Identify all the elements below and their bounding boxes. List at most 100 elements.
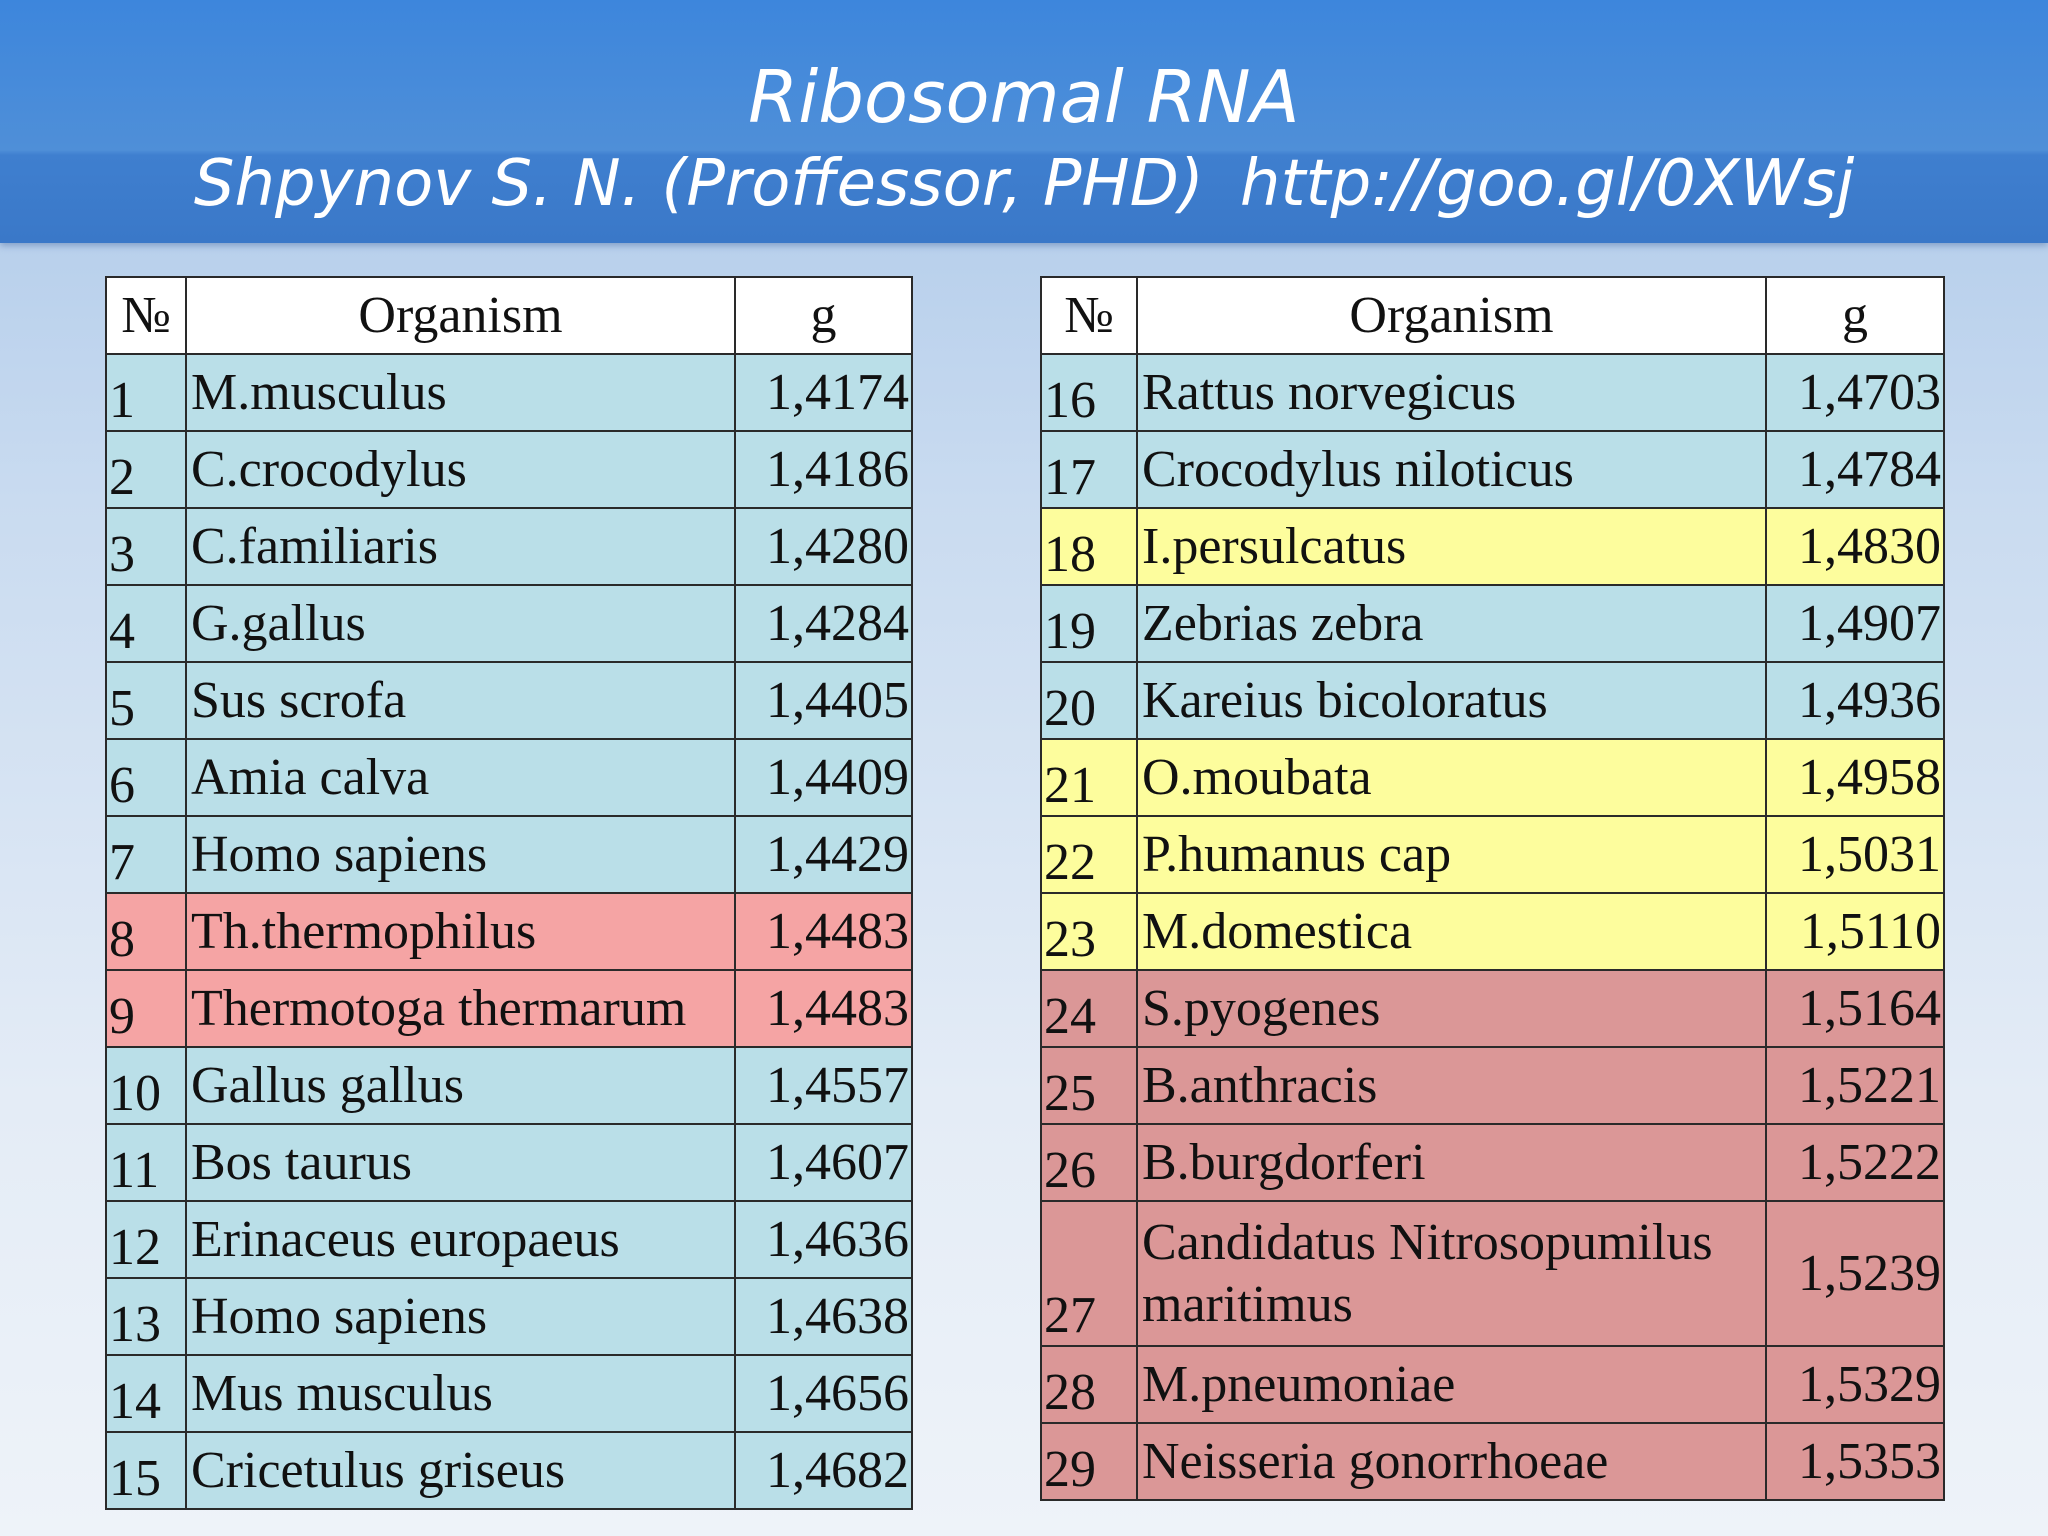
slide-title: Ribosomal RNA	[748, 55, 1300, 139]
row-number: 9	[105, 969, 187, 1048]
row-number: 21	[1040, 738, 1138, 817]
g-value: 1,4174	[734, 353, 913, 432]
header-row: № Organism g	[105, 276, 913, 355]
row-number: 10	[105, 1046, 187, 1125]
table-row: 7 Homo sapiens 1,4429	[105, 815, 913, 894]
g-value: 1,4483	[734, 969, 913, 1048]
organism-name: B.burgdorferi	[1136, 1123, 1767, 1202]
organism-name: G.gallus	[185, 584, 736, 663]
organism-name: Neisseria gonorrhoeae	[1136, 1422, 1767, 1501]
organism-name: Cricetulus griseus	[185, 1431, 736, 1510]
table-row: 12 Erinaceus europaeus 1,4636	[105, 1200, 913, 1279]
column-header-g: g	[1765, 276, 1945, 355]
row-number: 17	[1040, 430, 1138, 509]
row-number: 6	[105, 738, 187, 817]
row-number: 3	[105, 507, 187, 586]
table-row: 5 Sus scrofa 1,4405	[105, 661, 913, 740]
table-row: 15 Cricetulus griseus 1,4682	[105, 1431, 913, 1510]
organism-name: Amia calva	[185, 738, 736, 817]
row-number: 29	[1040, 1422, 1138, 1501]
table-row: 1 M.musculus 1,4174	[105, 353, 913, 432]
g-value: 1,5110	[1765, 892, 1945, 971]
title-banner: Ribosomal RNA Shpynov S. N. (Proffessor,…	[0, 0, 2048, 243]
table-row: 23 M.domestica 1,5110	[1040, 892, 1945, 971]
organism-name: Homo sapiens	[185, 815, 736, 894]
author-text: Shpynov S. N. (Proffessor, PHD)	[193, 147, 1204, 221]
column-header-g: g	[734, 276, 913, 355]
g-value: 1,5031	[1765, 815, 1945, 894]
organism-name: Candidatus Nitrosopumilus maritimus	[1136, 1200, 1767, 1347]
organism-name: Sus scrofa	[185, 661, 736, 740]
g-value: 1,4636	[734, 1200, 913, 1279]
organism-name: Th.thermophilus	[185, 892, 736, 971]
column-header-num: №	[1040, 276, 1138, 355]
organism-name: Erinaceus europaeus	[185, 1200, 736, 1279]
g-value: 1,4557	[734, 1046, 913, 1125]
slide-subtitle: Shpynov S. N. (Proffessor, PHD) http://go…	[0, 142, 2048, 226]
table-row: 13 Homo sapiens 1,4638	[105, 1277, 913, 1356]
organism-name: I.persulcatus	[1136, 507, 1767, 586]
g-value: 1,4429	[734, 815, 913, 894]
organism-name: Thermotoga thermarum	[185, 969, 736, 1048]
table-row: 29 Neisseria gonorrhoeae 1,5353	[1040, 1422, 1945, 1501]
row-number: 15	[105, 1431, 187, 1510]
g-value: 1,4907	[1765, 584, 1945, 663]
g-value: 1,4936	[1765, 661, 1945, 740]
organism-name: B.anthracis	[1136, 1046, 1767, 1125]
column-header-num: №	[105, 276, 187, 355]
g-value: 1,4784	[1765, 430, 1945, 509]
g-value: 1,4409	[734, 738, 913, 817]
table-row: 11 Bos taurus 1,4607	[105, 1123, 913, 1202]
table-row: 10 Gallus gallus 1,4557	[105, 1046, 913, 1125]
table-row: 2 C.crocodylus 1,4186	[105, 430, 913, 509]
row-number: 23	[1040, 892, 1138, 971]
table-row: 27 Candidatus Nitrosopumilus maritimus 1,5…	[1040, 1200, 1945, 1347]
g-value: 1,4280	[734, 507, 913, 586]
column-header-organism: Organism	[1136, 276, 1767, 355]
g-value: 1,4682	[734, 1431, 913, 1510]
row-number: 8	[105, 892, 187, 971]
g-value: 1,5329	[1765, 1345, 1945, 1424]
table-row: 8 Th.thermophilus 1,4483	[105, 892, 913, 971]
g-value: 1,4405	[734, 661, 913, 740]
organism-name: Kareius bicoloratus	[1136, 661, 1767, 740]
table-row: 19 Zebrias zebra 1,4907	[1040, 584, 1945, 663]
left-table: № Organism g 1 M.musculus 1,4174 2 C.crocody…	[105, 276, 913, 1510]
g-value: 1,4830	[1765, 507, 1945, 586]
row-number: 5	[105, 661, 187, 740]
g-value: 1,4703	[1765, 353, 1945, 432]
row-number: 2	[105, 430, 187, 509]
row-number: 27	[1040, 1200, 1138, 1347]
organism-name: Bos taurus	[185, 1123, 736, 1202]
row-number: 26	[1040, 1123, 1138, 1202]
g-value: 1,4638	[734, 1277, 913, 1356]
row-number: 11	[105, 1123, 187, 1202]
short-link[interactable]: http://goo.gl/0XWsj	[1239, 147, 1855, 221]
column-header-organism: Organism	[185, 276, 736, 355]
organism-name: M.domestica	[1136, 892, 1767, 971]
g-value: 1,4607	[734, 1123, 913, 1202]
row-number: 19	[1040, 584, 1138, 663]
g-value: 1,5221	[1765, 1046, 1945, 1125]
header-row: № Organism g	[1040, 276, 1945, 355]
organism-name: Crocodylus niloticus	[1136, 430, 1767, 509]
table-row: 24 S.pyogenes 1,5164	[1040, 969, 1945, 1048]
organism-name: Zebrias zebra	[1136, 584, 1767, 663]
organism-name: P.humanus cap	[1136, 815, 1767, 894]
table-row: 28 M.pneumoniae 1,5329	[1040, 1345, 1945, 1424]
row-number: 18	[1040, 507, 1138, 586]
organism-name: O.moubata	[1136, 738, 1767, 817]
g-value: 1,5353	[1765, 1422, 1945, 1501]
organism-name: Homo sapiens	[185, 1277, 736, 1356]
row-number: 20	[1040, 661, 1138, 740]
table-row: 3 C.familiaris 1,4280	[105, 507, 913, 586]
g-value: 1,5222	[1765, 1123, 1945, 1202]
row-number: 24	[1040, 969, 1138, 1048]
g-value: 1,4483	[734, 892, 913, 971]
row-number: 12	[105, 1200, 187, 1279]
g-value: 1,4656	[734, 1354, 913, 1433]
organism-name: S.pyogenes	[1136, 969, 1767, 1048]
organism-name: M.pneumoniae	[1136, 1345, 1767, 1424]
row-number: 7	[105, 815, 187, 894]
organism-name: M.musculus	[185, 353, 736, 432]
